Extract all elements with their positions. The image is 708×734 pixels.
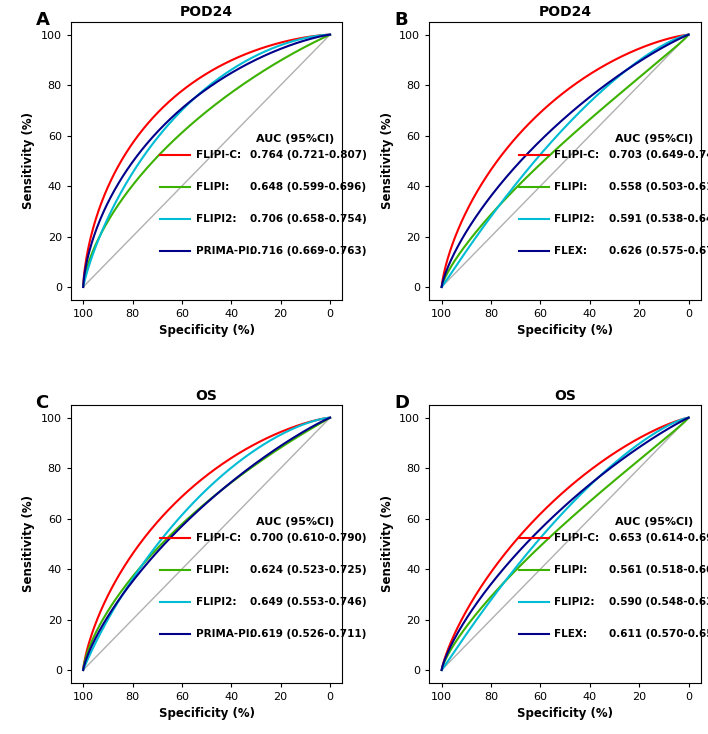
Text: FLIPI:: FLIPI: <box>195 182 229 192</box>
Text: AUC (95%CI): AUC (95%CI) <box>256 134 334 144</box>
Text: 0.619 (0.526-0.711): 0.619 (0.526-0.711) <box>250 629 367 639</box>
Text: 0.700 (0.610-0.790): 0.700 (0.610-0.790) <box>250 534 367 543</box>
Text: FLIPI2:: FLIPI2: <box>195 214 236 224</box>
Text: 0.611 (0.570-0.652): 0.611 (0.570-0.652) <box>609 629 708 639</box>
Text: 0.558 (0.503-0.612): 0.558 (0.503-0.612) <box>609 182 708 192</box>
Text: FLIPI2:: FLIPI2: <box>554 214 595 224</box>
Text: 0.561 (0.518-0.602): 0.561 (0.518-0.602) <box>609 565 708 575</box>
Text: FLEX:: FLEX: <box>554 629 587 639</box>
Text: FLIPI2:: FLIPI2: <box>195 597 236 607</box>
X-axis label: Specificity (%): Specificity (%) <box>517 707 613 720</box>
Text: PRIMA-PI:: PRIMA-PI: <box>195 246 253 256</box>
Text: FLIPI2:: FLIPI2: <box>554 597 595 607</box>
X-axis label: Specificity (%): Specificity (%) <box>517 324 613 337</box>
Text: 0.649 (0.553-0.746): 0.649 (0.553-0.746) <box>250 597 367 607</box>
X-axis label: Specificity (%): Specificity (%) <box>159 707 255 720</box>
Text: 0.624 (0.523-0.725): 0.624 (0.523-0.725) <box>250 565 367 575</box>
Text: C: C <box>35 394 49 412</box>
Text: FLIPI:: FLIPI: <box>554 565 588 575</box>
Text: 0.653 (0.614-0.692): 0.653 (0.614-0.692) <box>609 534 708 543</box>
Text: A: A <box>35 11 50 29</box>
Text: AUC (95%CI): AUC (95%CI) <box>256 517 334 527</box>
Text: D: D <box>394 394 409 412</box>
Title: OS: OS <box>554 388 576 402</box>
Title: OS: OS <box>195 388 217 402</box>
Text: 0.706 (0.658-0.754): 0.706 (0.658-0.754) <box>250 214 367 224</box>
Text: AUC (95%CI): AUC (95%CI) <box>615 134 692 144</box>
Text: B: B <box>394 11 408 29</box>
Title: POD24: POD24 <box>180 5 233 20</box>
Text: FLIPI:: FLIPI: <box>195 565 229 575</box>
Text: 0.590 (0.548-0.632): 0.590 (0.548-0.632) <box>609 597 708 607</box>
Text: 0.703 (0.649-0.741): 0.703 (0.649-0.741) <box>609 150 708 160</box>
Text: PRIMA-PI:: PRIMA-PI: <box>195 629 253 639</box>
Text: AUC (95%CI): AUC (95%CI) <box>615 517 692 527</box>
Text: FLIPI-C:: FLIPI-C: <box>195 150 241 160</box>
Title: POD24: POD24 <box>539 5 592 20</box>
Text: FLIPI-C:: FLIPI-C: <box>554 150 600 160</box>
Y-axis label: Sensitivity (%): Sensitivity (%) <box>381 495 394 592</box>
X-axis label: Specificity (%): Specificity (%) <box>159 324 255 337</box>
Y-axis label: Sensitivity (%): Sensitivity (%) <box>22 112 35 209</box>
Text: FLIPI-C:: FLIPI-C: <box>195 534 241 543</box>
Text: FLIPI:: FLIPI: <box>554 182 588 192</box>
Text: 0.591 (0.538-0.644): 0.591 (0.538-0.644) <box>609 214 708 224</box>
Text: FLEX:: FLEX: <box>554 246 587 256</box>
Text: 0.716 (0.669-0.763): 0.716 (0.669-0.763) <box>250 246 367 256</box>
Y-axis label: Sensitivity (%): Sensitivity (%) <box>381 112 394 209</box>
Text: 0.648 (0.599-0.696): 0.648 (0.599-0.696) <box>250 182 366 192</box>
Text: 0.626 (0.575-0.677): 0.626 (0.575-0.677) <box>609 246 708 256</box>
Text: FLIPI-C:: FLIPI-C: <box>554 534 600 543</box>
Text: 0.764 (0.721-0.807): 0.764 (0.721-0.807) <box>250 150 367 160</box>
Y-axis label: Sensitivity (%): Sensitivity (%) <box>22 495 35 592</box>
